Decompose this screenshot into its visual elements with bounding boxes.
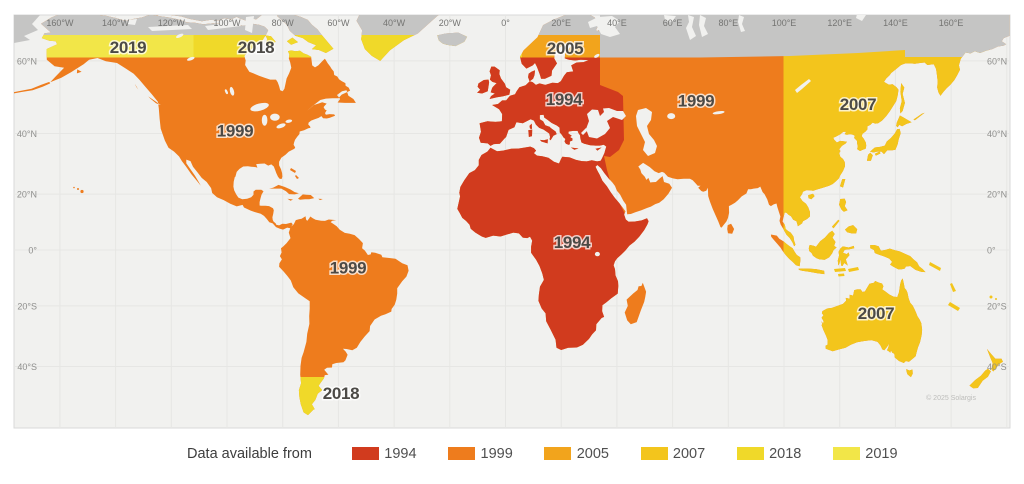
svg-text:80°W: 80°W [272, 18, 295, 28]
svg-text:2018: 2018 [238, 38, 275, 57]
svg-text:60°E: 60°E [663, 18, 683, 28]
svg-text:160°W: 160°W [46, 18, 74, 28]
svg-text:100°W: 100°W [213, 18, 241, 28]
svg-text:60°W: 60°W [327, 18, 350, 28]
svg-text:60°N: 60°N [987, 56, 1007, 66]
svg-text:40°W: 40°W [383, 18, 406, 28]
svg-text:2007: 2007 [840, 95, 877, 114]
svg-text:140°W: 140°W [102, 18, 130, 28]
svg-text:40°E: 40°E [607, 18, 627, 28]
svg-text:60°N: 60°N [17, 56, 37, 66]
svg-text:0°: 0° [501, 18, 510, 28]
svg-text:40°N: 40°N [17, 129, 37, 139]
svg-text:2007: 2007 [858, 304, 895, 323]
svg-text:100°E: 100°E [772, 18, 797, 28]
svg-text:140°E: 140°E [883, 18, 908, 28]
svg-text:© 2025 Solargis: © 2025 Solargis [926, 394, 976, 402]
svg-text:1999: 1999 [678, 92, 715, 111]
svg-text:120°E: 120°E [827, 18, 852, 28]
svg-text:120°W: 120°W [158, 18, 186, 28]
svg-text:1994: 1994 [554, 233, 591, 252]
svg-text:1994: 1994 [546, 90, 583, 109]
svg-text:80°E: 80°E [718, 18, 738, 28]
svg-text:20°S: 20°S [17, 301, 37, 311]
svg-text:20°E: 20°E [551, 18, 571, 28]
svg-text:20°N: 20°N [987, 190, 1007, 200]
svg-text:2005: 2005 [547, 39, 584, 58]
svg-text:20°N: 20°N [17, 190, 37, 200]
svg-text:2018: 2018 [323, 384, 360, 403]
svg-text:0°: 0° [987, 246, 996, 256]
svg-text:20°W: 20°W [439, 18, 462, 28]
svg-text:160°E: 160°E [939, 18, 964, 28]
svg-text:40°N: 40°N [987, 129, 1007, 139]
svg-text:40°S: 40°S [17, 362, 37, 372]
svg-text:1999: 1999 [217, 122, 254, 141]
svg-text:1999: 1999 [330, 259, 367, 278]
svg-text:2019: 2019 [110, 38, 147, 57]
svg-text:0°: 0° [28, 246, 37, 256]
svg-text:40°S: 40°S [987, 362, 1007, 372]
svg-text:20°S: 20°S [987, 301, 1007, 311]
